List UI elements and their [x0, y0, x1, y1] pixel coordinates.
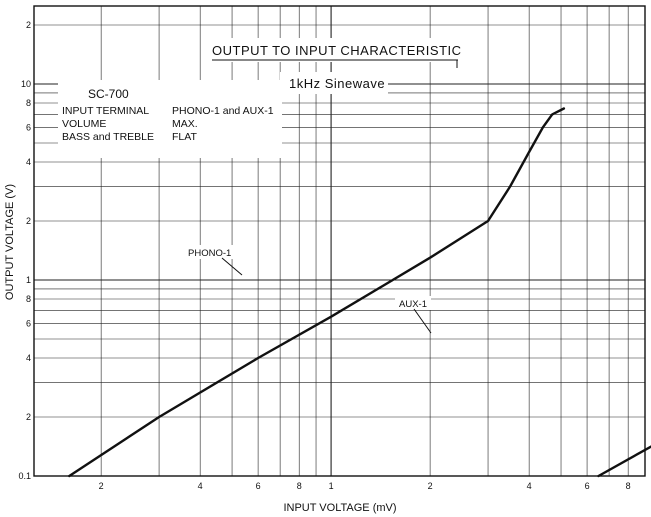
aux-leader-line [413, 308, 432, 334]
subtitle-background [280, 72, 388, 94]
y-tick-labels: 0.12468124681024 [18, 20, 31, 481]
x-tick-label: 8 [297, 481, 302, 491]
x-tick-label: 4 [198, 481, 203, 491]
title-background [204, 38, 466, 62]
x-tick-labels: 2468124681024681002468 [99, 481, 631, 491]
y-tick-label: 1 [26, 275, 31, 285]
phono-label-background [186, 245, 234, 259]
bass-treble-value: FLAT [172, 131, 197, 143]
y-tick-label: 8 [26, 294, 31, 304]
series-label-aux: AUX-1 [399, 299, 427, 310]
x-tick-label: 2 [428, 481, 433, 491]
y-tick-label: 8 [26, 98, 31, 108]
x-axis-title: INPUT VOLTAGE (mV) [283, 502, 396, 514]
series-label-phono: PHONO-1 [188, 248, 231, 259]
info-box-background [58, 80, 282, 158]
x-tick-label: 1 [329, 481, 334, 491]
series-line-phono-1 [68, 107, 566, 478]
y-tick-label: 2 [26, 20, 31, 30]
input-terminal-value: PHONO-1 and AUX-1 [172, 105, 274, 117]
x-tick-label: 8 [626, 481, 631, 491]
x-tick-label: 4 [527, 481, 532, 491]
y-tick-label: 6 [26, 122, 31, 132]
phono-leader-line [221, 257, 243, 276]
y-tick-label: 2 [26, 412, 31, 422]
y-tick-label: 10 [21, 79, 31, 89]
y-tick-label: 0.1 [18, 471, 31, 481]
model-label: SC-700 [88, 87, 129, 101]
aux-label-background [395, 296, 431, 310]
x-tick-label: 2 [99, 481, 104, 491]
volume-label: VOLUME [62, 118, 106, 130]
x-tick-label: 6 [256, 481, 261, 491]
chart-title: OUTPUT TO INPUT CHARACTERISTIC [212, 43, 462, 58]
x-tick-label: 6 [585, 481, 590, 491]
chart-subtitle: 1kHz Sinewave [289, 76, 385, 91]
y-tick-label: 2 [26, 216, 31, 226]
bass-treble-label: BASS and TREBLE [62, 131, 154, 143]
y-tick-label: 4 [26, 353, 31, 363]
y-tick-label: 6 [26, 318, 31, 328]
series-line-aux-1 [597, 445, 651, 478]
series-group [68, 107, 651, 478]
input-terminal-label: INPUT TERMINAL [62, 105, 149, 117]
y-axis-title: OUTPUT VOLTAGE (V) [4, 184, 16, 300]
volume-value: MAX. [172, 118, 198, 130]
plot-frame [33, 5, 646, 477]
y-tick-label: 4 [26, 157, 31, 167]
